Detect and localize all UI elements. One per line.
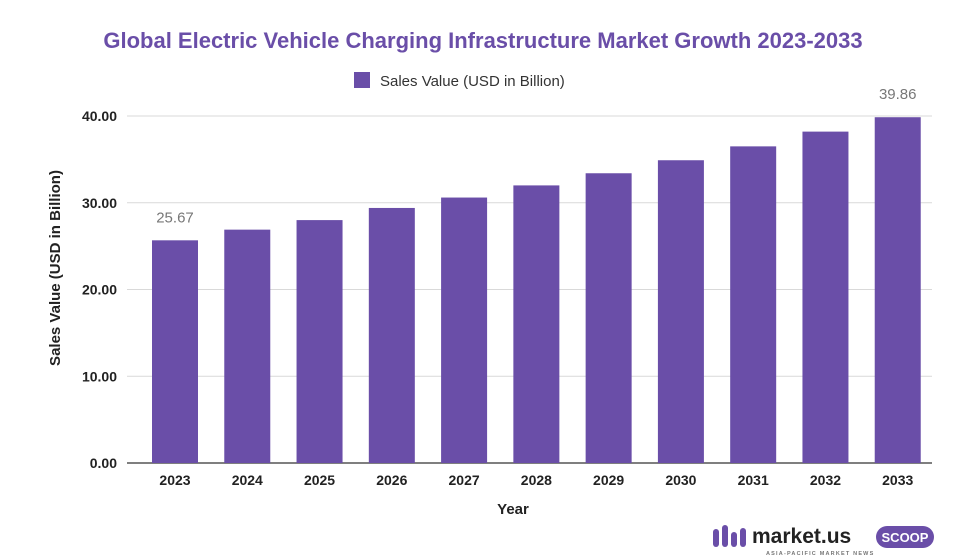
x-tick-label-2033: 2033 — [882, 472, 913, 488]
brand-name: market.us — [752, 525, 851, 548]
brand-badge-text: SCOOP — [882, 530, 929, 545]
x-tick-label-2028: 2028 — [521, 472, 552, 488]
bar-2026 — [368, 207, 415, 463]
x-tick-label-2025: 2025 — [304, 472, 335, 488]
bar-2030 — [657, 160, 704, 463]
x-tick-label-2026: 2026 — [376, 472, 407, 488]
bar-2031 — [730, 146, 777, 464]
x-tick-label-2024: 2024 — [232, 472, 263, 488]
x-axis-title: Year — [497, 501, 529, 518]
data-labels: 25.67 39.86 — [156, 86, 916, 226]
x-tick-label-2031: 2031 — [738, 472, 769, 488]
brand-badge — [876, 526, 934, 548]
y-tick-label: 20.00 — [82, 282, 117, 298]
market-us-logo-icon — [713, 525, 746, 547]
bar-2033 — [874, 117, 921, 463]
bar-2027 — [441, 197, 488, 464]
x-tick-label-2032: 2032 — [810, 472, 841, 488]
brand-tagline: ASIA-PACIFIC MARKET NEWS — [766, 551, 874, 557]
y-tick-label: 0.00 — [90, 455, 117, 471]
x-tick-label-2023: 2023 — [159, 472, 190, 488]
y-tick-label: 30.00 — [82, 195, 117, 211]
legend-label: Sales Value (USD in Billion) — [380, 73, 565, 90]
legend: Sales Value (USD in Billion) — [354, 72, 565, 90]
y-axis-title: Sales Value (USD in Billion) — [47, 170, 64, 366]
bar-2028 — [513, 185, 560, 463]
bar-2029 — [585, 173, 632, 463]
bars — [152, 117, 921, 464]
bar-2032 — [802, 131, 849, 464]
y-tick-label: 40.00 — [82, 108, 117, 124]
data-label-2023: 25.67 — [156, 209, 194, 226]
data-label-2033: 39.86 — [879, 86, 917, 103]
y-tick-label: 10.00 — [82, 368, 117, 384]
x-tick-label-2027: 2027 — [449, 472, 480, 488]
bar-2025 — [296, 220, 343, 463]
x-tick-label-2029: 2029 — [593, 472, 624, 488]
brand-logo: market.us SCOOP ASIA-PACIFIC MARKET NEWS — [713, 525, 934, 557]
x-tick-label-2030: 2030 — [665, 472, 696, 488]
bar-2023 — [152, 240, 198, 463]
x-axis-ticks: 2023 2024 2025 2026 2027 2028 2029 2030 2031 2032… — [159, 472, 913, 488]
y-axis-ticks: 0.00 10.00 20.00 30.00 40.00 — [82, 108, 117, 471]
chart-title: Global Electric Vehicle Charging Infrast… — [103, 28, 862, 53]
legend-swatch — [354, 72, 370, 88]
bar-2024 — [224, 229, 271, 463]
